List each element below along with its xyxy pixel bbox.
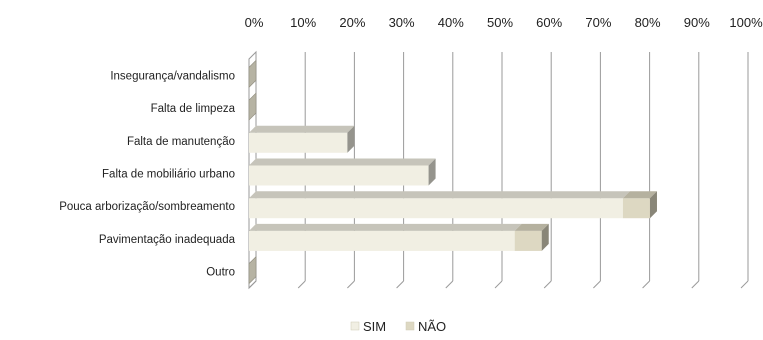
category-labels: Insegurança/vandalismo Falta de limpeza Fa… <box>59 70 235 278</box>
legend: SIM NÃO <box>350 319 446 334</box>
x-tick-label: 30% <box>389 15 415 30</box>
gridline-foot <box>445 280 454 289</box>
bar-end-cap <box>248 255 257 285</box>
gridline-foot <box>593 280 601 289</box>
bar-não <box>622 191 657 219</box>
gridline-foot <box>297 280 306 289</box>
bar-sim <box>249 223 522 251</box>
legend-swatch <box>405 321 415 331</box>
bar-end-cap <box>347 125 355 153</box>
category-label: Falta de mobiliário urbano <box>102 169 235 181</box>
x-tick-label: 100% <box>729 15 763 30</box>
bar-top <box>249 158 436 166</box>
x-tick-label: 0% <box>245 15 264 30</box>
gridline-foot <box>642 280 650 289</box>
x-tick-label: 90% <box>684 15 710 30</box>
x-tick-labels: 0% 10% 20% 30% 40% 50% 60% 70% 80% 90% 100% <box>245 15 763 30</box>
x-tick-label: 50% <box>487 15 513 30</box>
gridline-foot <box>691 280 700 289</box>
bars <box>248 59 657 285</box>
bar-end-cap <box>248 92 257 121</box>
bar-front <box>514 230 542 251</box>
bar-end-cap <box>541 223 549 251</box>
x-tick-label: 40% <box>438 15 464 30</box>
gridline-foot <box>494 280 503 289</box>
bar-front <box>249 165 429 186</box>
bar-top <box>249 223 522 231</box>
x-tick-label: 80% <box>635 15 661 30</box>
x-tick-label: 20% <box>339 15 365 30</box>
category-label: Insegurança/vandalismo <box>110 70 235 82</box>
bar-front <box>249 132 348 153</box>
x-tick-label: 10% <box>290 15 316 30</box>
category-label: Pavimentação inadequada <box>99 234 236 246</box>
bar-top <box>622 191 657 199</box>
bar-sim <box>249 158 436 186</box>
bar-top <box>249 125 355 133</box>
bar-end-cap <box>649 191 657 219</box>
gridline-foot <box>347 280 355 289</box>
bar-front <box>622 198 650 219</box>
gridline-foot <box>396 280 404 289</box>
gridline-foot <box>543 280 552 289</box>
bar-end-cap <box>248 59 257 89</box>
bar-front <box>249 198 623 219</box>
legend-label: NÃO <box>418 319 446 334</box>
legend-swatch <box>350 321 360 331</box>
category-label: Pouca arborização/sombreamento <box>59 201 235 213</box>
bar-top <box>514 223 549 231</box>
category-label: Falta de manutenção <box>127 136 235 148</box>
gridline-foot <box>248 280 257 289</box>
x-tick-label: 70% <box>585 15 611 30</box>
x-tick-label: 60% <box>536 15 562 30</box>
bar-sim <box>249 191 630 219</box>
category-label: Outro <box>206 267 235 279</box>
bar-não <box>514 223 549 251</box>
bar-end-cap <box>428 158 436 186</box>
bar-sim <box>249 125 355 153</box>
bar-top <box>249 191 630 199</box>
bar-front <box>249 230 515 251</box>
legend-label: SIM <box>363 319 386 334</box>
category-label: Falta de limpeza <box>151 103 236 115</box>
gridline-foot <box>740 280 749 289</box>
